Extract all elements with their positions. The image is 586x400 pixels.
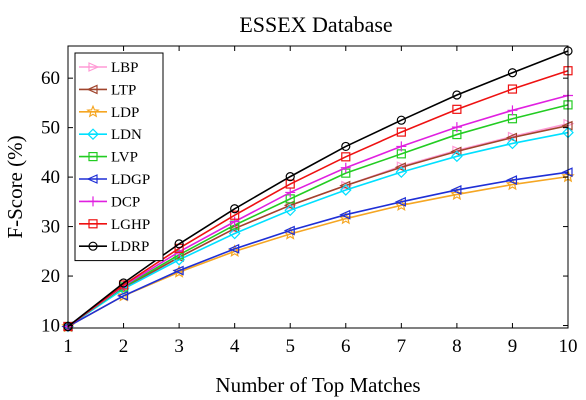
- x-tick-label-3: 3: [174, 336, 184, 357]
- data-point-ltp-7: [394, 162, 406, 173]
- plot-frame: [67, 45, 569, 329]
- data-point-ldn-4: [228, 227, 241, 240]
- legend-item-lbp: LBP: [79, 60, 139, 76]
- data-point-ldn-3: [173, 253, 185, 266]
- data-point-ldrp-2: [118, 278, 129, 288]
- data-point-ldgp-7: [394, 196, 406, 207]
- ticks-layer: 1 2 3 4 5 6 7 8 9 10 10 20 30 40 50 60: [41, 46, 578, 357]
- data-point-ldn-5: [284, 204, 297, 217]
- data-point-ldrp-6: [341, 141, 351, 152]
- legend-marker-ltp: [86, 84, 98, 95]
- data-point-ldgp-4: [228, 243, 240, 254]
- legend-marker-lghp: [88, 219, 98, 229]
- legend-label-ldp: LDP: [111, 105, 139, 121]
- data-point-ltp-6: [339, 180, 351, 191]
- legend-marker-lvp: [88, 152, 98, 162]
- data-point-lghp-4: [230, 210, 240, 220]
- x-tick-label-6: 6: [341, 336, 351, 357]
- x-tick-label-5: 5: [285, 336, 295, 357]
- series-layer: [61, 46, 575, 333]
- data-point-lghp-7: [396, 127, 406, 137]
- x-tick-label-7: 7: [397, 336, 407, 357]
- legend-item-lvp: LVP: [79, 150, 138, 166]
- chart-title: ESSEX Database: [239, 12, 392, 37]
- data-point-ldgp-2: [117, 290, 129, 301]
- data-point-ldn-7: [395, 166, 408, 179]
- data-point-ldn-8: [451, 150, 463, 163]
- series-line-lghp: [67, 69, 569, 328]
- series-line-ldn: [67, 131, 569, 328]
- data-point-ldgp-6: [339, 209, 351, 220]
- legend: LBP LTP LDP LDN LVP LDGP DCP LGHP LDRP: [74, 52, 164, 262]
- data-point-ldrp-4: [230, 204, 240, 214]
- legend-label-ldn: LDN: [111, 127, 142, 143]
- legend-marker-ldrp: [88, 241, 98, 251]
- legend-label-ltp: LTP: [111, 82, 136, 98]
- y-axis-label: F-Score (%): [3, 135, 27, 238]
- data-point-ldrp-5: [285, 172, 295, 182]
- series-ldrp: [63, 46, 573, 332]
- data-point-dcp-8: [451, 122, 462, 133]
- series-line-ldrp: [67, 50, 569, 328]
- data-point-ldrp-3: [174, 239, 184, 249]
- legend-box: [74, 52, 164, 262]
- y-tick-label-40: 40: [41, 167, 60, 188]
- data-point-dcp-9: [507, 105, 518, 116]
- x-tick-label-2: 2: [119, 336, 129, 357]
- y-tick-label-20: 20: [41, 266, 60, 287]
- data-point-dcp-6: [340, 162, 351, 173]
- series-ldn: [62, 126, 574, 333]
- series-line-lvp: [67, 104, 569, 328]
- series-line-dcp: [67, 94, 569, 328]
- y-tick-label-60: 60: [41, 68, 60, 89]
- data-point-lghp-8: [452, 104, 462, 114]
- legend-item-dcp: DCP: [79, 194, 140, 210]
- x-tick-label-9: 9: [508, 336, 518, 357]
- legend-marker-dcp: [88, 196, 98, 207]
- data-point-ldgp-8: [450, 185, 462, 195]
- x-tick-label-4: 4: [230, 336, 240, 357]
- legend-label-lbp: LBP: [111, 60, 139, 76]
- x-axis-label: Number of Top Matches: [215, 373, 420, 397]
- data-point-ldrp-9: [507, 68, 518, 78]
- data-point-ldn-6: [339, 184, 352, 196]
- legend-item-lghp: LGHP: [79, 217, 150, 233]
- legend-item-ltp: LTP: [79, 82, 136, 98]
- data-point-dcp-7: [396, 141, 407, 152]
- data-point-ldgp-9: [505, 175, 518, 185]
- data-point-ldgp-5: [283, 225, 295, 236]
- legend-marker-ldn: [87, 128, 99, 141]
- legend-item-ldrp: LDRP: [79, 239, 149, 255]
- legend-marker-ldp: [86, 104, 100, 118]
- series-line-ltp: [67, 124, 569, 328]
- data-point-ldn-9: [506, 137, 519, 150]
- y-tick-label-50: 50: [41, 118, 60, 139]
- data-point-dcp-4: [229, 216, 240, 227]
- data-point-ldrp-7: [396, 115, 406, 125]
- data-point-ldrp-8: [452, 90, 462, 100]
- y-tick-label-10: 10: [41, 316, 60, 337]
- data-point-lghp-9: [507, 84, 518, 94]
- legend-marker-ldgp: [86, 174, 98, 184]
- legend-item-ldgp: LDGP: [79, 172, 150, 188]
- y-tick-label-30: 30: [41, 217, 60, 238]
- legend-label-dcp: DCP: [111, 194, 140, 210]
- legend-label-ldgp: LDGP: [111, 172, 150, 188]
- legend-label-lvp: LVP: [111, 150, 138, 166]
- x-tick-label-10: 10: [559, 336, 578, 357]
- legend-marker-lbp: [88, 62, 100, 72]
- x-tick-label-1: 1: [63, 336, 73, 357]
- data-point-ldgp-3: [172, 265, 184, 276]
- series-line-ldgp: [67, 171, 569, 328]
- legend-label-ldrp: LDRP: [111, 239, 149, 255]
- legend-item-ldp: LDP: [79, 104, 139, 121]
- legend-label-lghp: LGHP: [111, 217, 150, 233]
- legend-item-ldn: LDN: [79, 127, 142, 143]
- x-tick-label-8: 8: [452, 336, 462, 357]
- data-point-ltp-8: [450, 146, 462, 157]
- data-point-dcp-5: [285, 187, 296, 198]
- data-point-lghp-6: [341, 152, 351, 162]
